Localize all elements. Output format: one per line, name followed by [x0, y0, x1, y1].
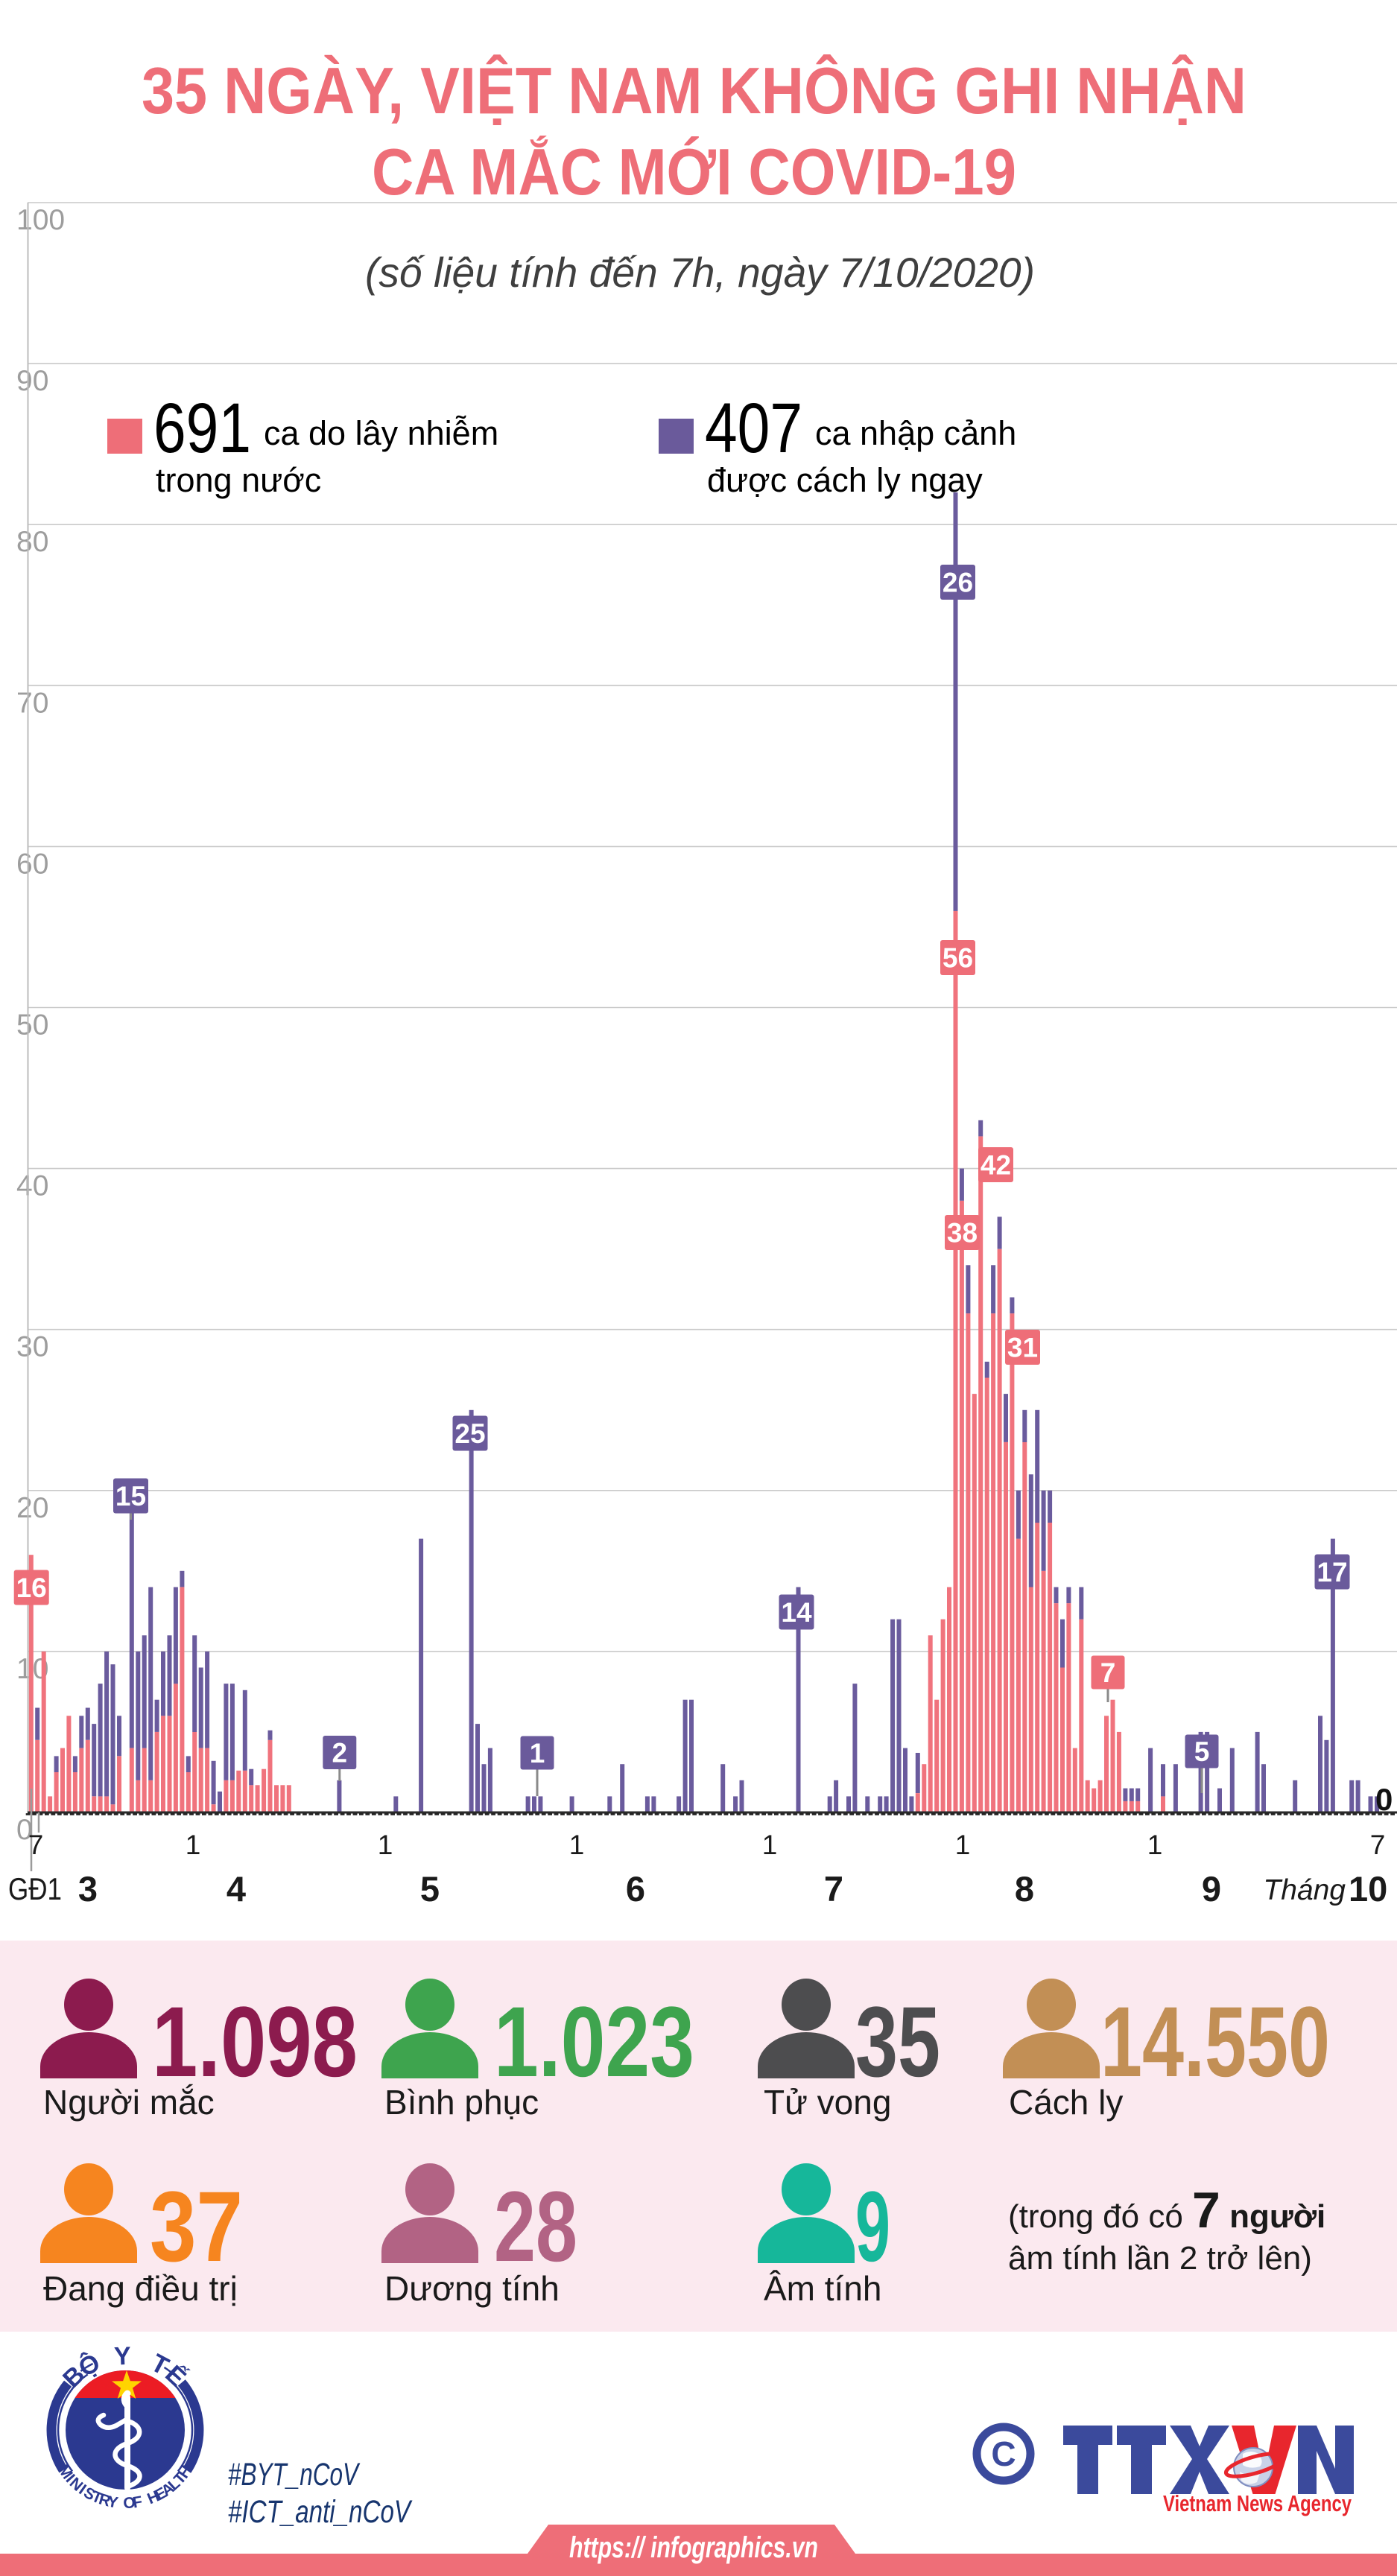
svg-text:28: 28	[494, 2171, 577, 2282]
svg-text:15: 15	[115, 1481, 146, 1511]
svg-text:56: 56	[943, 943, 973, 974]
svg-text:30: 30	[16, 1331, 48, 1363]
svg-text:26: 26	[943, 568, 973, 598]
svg-text:Tháng: Tháng	[1263, 1874, 1346, 1906]
svg-text:14: 14	[781, 1597, 812, 1628]
svg-text:100: 100	[16, 204, 65, 236]
svg-text:trong nước: trong nước	[156, 461, 321, 499]
svg-text:7: 7	[1100, 1657, 1116, 1688]
svg-text:ca do lây nhiễm: ca do lây nhiễm	[264, 414, 498, 452]
svg-text:ca nhập cảnh: ca nhập cảnh	[815, 414, 1016, 452]
svg-text:9: 9	[1202, 1869, 1221, 1909]
svg-text:1: 1	[530, 1738, 545, 1768]
svg-text:40: 40	[16, 1170, 48, 1202]
svg-text:10: 10	[1349, 1869, 1387, 1909]
svg-text:F: F	[131, 2493, 144, 2512]
svg-text:GĐ1: GĐ1	[8, 1871, 62, 1906]
svg-text:Dương tính: Dương tính	[384, 2269, 560, 2308]
svg-text:60: 60	[16, 848, 48, 880]
svg-text:20: 20	[16, 1492, 48, 1524]
svg-text:1: 1	[762, 1830, 778, 1860]
svg-text:35: 35	[855, 1987, 940, 2098]
svg-text:9: 9	[855, 2171, 890, 2282]
svg-text:C: C	[991, 2434, 1016, 2473]
svg-text:16: 16	[16, 1573, 47, 1603]
svg-text:90: 90	[16, 365, 48, 397]
svg-text:5: 5	[1194, 1736, 1210, 1767]
svg-text:5: 5	[420, 1869, 440, 1909]
svg-text:1: 1	[569, 1830, 585, 1860]
svg-text:#BYT_nCoV: #BYT_nCoV	[228, 2457, 361, 2493]
svg-text:Người mắc: Người mắc	[43, 2083, 215, 2122]
svg-text:70: 70	[16, 687, 48, 719]
svg-text:4: 4	[227, 1869, 246, 1909]
svg-text:2: 2	[332, 1738, 348, 1768]
svg-text:38: 38	[947, 1218, 978, 1249]
svg-text:7: 7	[28, 1830, 44, 1860]
svg-text:Đang điều trị: Đang điều trị	[43, 2269, 238, 2308]
svg-text:Y: Y	[114, 2342, 132, 2371]
svg-text:3: 3	[78, 1869, 98, 1909]
svg-text:1: 1	[1147, 1830, 1163, 1860]
svg-text:Bình phục: Bình phục	[384, 2083, 539, 2122]
svg-text:https:// infographics.vn: https:// infographics.vn	[569, 2531, 818, 2564]
svg-text:0: 0	[16, 1814, 33, 1846]
svg-text:1: 1	[378, 1830, 393, 1860]
svg-text:1: 1	[955, 1830, 971, 1860]
svg-text:0: 0	[1375, 1782, 1393, 1817]
svg-text:42: 42	[981, 1150, 1011, 1181]
svg-text:80: 80	[16, 526, 48, 558]
svg-text:Vietnam News Agency: Vietnam News Agency	[1163, 2490, 1352, 2516]
svg-text:7: 7	[824, 1869, 843, 1909]
svg-text:37: 37	[150, 2171, 243, 2282]
svg-text:âm tính lần 2 trở lên): âm tính lần 2 trở lên)	[1008, 2240, 1312, 2277]
svg-text:(số liệu tính đến 7h, ngày 7/1: (số liệu tính đến 7h, ngày 7/10/2020)	[365, 249, 1035, 296]
svg-text:1: 1	[186, 1830, 201, 1860]
svg-text:50: 50	[16, 1009, 48, 1041]
svg-text:8: 8	[1015, 1869, 1034, 1909]
svg-text:Cách ly: Cách ly	[1009, 2083, 1123, 2122]
svg-text:#ICT_anti_nCoV: #ICT_anti_nCoV	[228, 2494, 413, 2530]
svg-text:14.550: 14.550	[1100, 1987, 1330, 2098]
svg-text:R: R	[97, 2490, 113, 2510]
svg-text:35 NGÀY, VIỆT NAM KHÔNG GHI NH: 35 NGÀY, VIỆT NAM KHÔNG GHI NHẬN	[142, 54, 1246, 127]
svg-text:407: 407	[705, 389, 802, 468]
svg-text:O: O	[123, 2494, 136, 2512]
svg-text:6: 6	[626, 1869, 645, 1909]
svg-text:31: 31	[1007, 1333, 1038, 1363]
svg-text:1.098: 1.098	[152, 1987, 358, 2098]
svg-text:25: 25	[454, 1418, 485, 1449]
svg-text:17: 17	[1317, 1557, 1347, 1587]
svg-text:7: 7	[1370, 1830, 1386, 1860]
svg-text:1.023: 1.023	[494, 1987, 694, 2098]
svg-text:Y: Y	[107, 2493, 120, 2512]
svg-text:Âm tính: Âm tính	[764, 2269, 882, 2308]
svg-text:691: 691	[153, 389, 251, 468]
svg-text:CA MẮC MỚI COVID-19: CA MẮC MỚI COVID-19	[372, 135, 1016, 209]
svg-text:được cách ly ngay: được cách ly ngay	[707, 461, 983, 499]
svg-text:Tử vong: Tử vong	[764, 2083, 891, 2122]
